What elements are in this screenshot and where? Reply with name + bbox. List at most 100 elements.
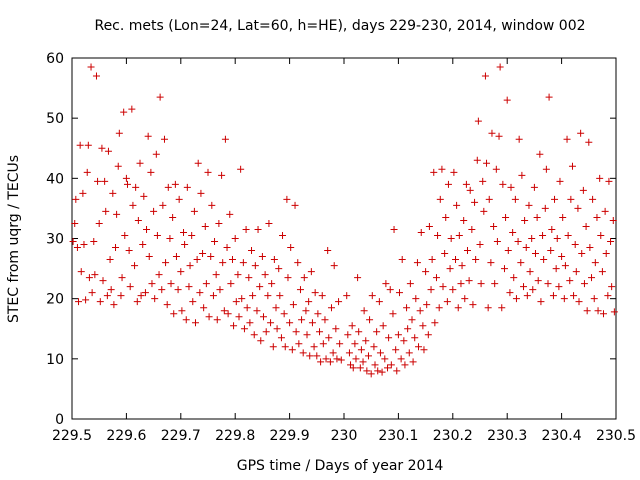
data-point: [473, 156, 481, 164]
data-point: [496, 63, 504, 71]
data-point: [284, 274, 292, 282]
data-point: [181, 241, 189, 249]
data-point: [73, 244, 81, 252]
data-point: [431, 319, 439, 327]
data-point: [559, 213, 567, 221]
data-point: [298, 316, 306, 324]
data-point: [583, 307, 591, 315]
data-point: [269, 343, 277, 351]
data-point: [314, 310, 322, 318]
data-point: [403, 304, 411, 312]
data-point: [193, 256, 201, 264]
data-point: [367, 370, 375, 378]
data-point: [446, 265, 454, 273]
data-point: [333, 355, 341, 363]
data-point: [359, 358, 367, 366]
data-point: [368, 292, 376, 300]
data-point: [602, 250, 610, 258]
data-point: [604, 292, 612, 300]
data-point: [376, 349, 384, 357]
data-point: [422, 268, 430, 276]
data-point: [275, 265, 283, 273]
data-point: [460, 216, 468, 224]
data-point: [349, 364, 357, 372]
data-point: [499, 180, 507, 188]
data-point: [522, 244, 530, 252]
data-point: [436, 195, 444, 203]
data-point: [509, 228, 517, 236]
data-point: [498, 304, 506, 312]
data-point: [589, 195, 597, 203]
data-point: [375, 298, 383, 306]
data-point: [113, 210, 121, 218]
data-point: [322, 355, 330, 363]
data-point: [457, 280, 465, 288]
data-point: [549, 292, 557, 300]
data-point: [487, 259, 495, 267]
data-point: [188, 231, 196, 239]
data-point: [506, 289, 514, 297]
data-point: [483, 159, 491, 167]
data-point: [215, 219, 223, 227]
data-point: [480, 207, 488, 215]
data-point: [404, 325, 412, 333]
data-point: [409, 358, 417, 366]
data-point: [491, 280, 499, 288]
data-point: [401, 361, 409, 369]
data-point: [476, 241, 484, 249]
data-point: [96, 298, 104, 306]
data-point: [566, 277, 574, 285]
data-point: [596, 174, 604, 182]
data-point: [221, 135, 229, 143]
data-point: [479, 177, 487, 185]
data-point: [189, 298, 197, 306]
data-point: [537, 298, 545, 306]
data-point: [90, 238, 98, 246]
data-point: [109, 189, 117, 197]
data-point: [288, 346, 296, 354]
data-point: [99, 277, 107, 285]
data-point: [240, 325, 248, 333]
data-point: [318, 292, 326, 300]
data-point: [121, 231, 129, 239]
data-point: [85, 274, 93, 282]
data-point: [250, 331, 258, 339]
data-point: [447, 235, 455, 242]
data-point: [133, 298, 141, 306]
data-point: [220, 307, 228, 315]
data-point: [185, 283, 193, 291]
data-point: [167, 280, 175, 288]
data-point: [580, 280, 588, 288]
x-tick-label: 229.7: [161, 428, 201, 444]
data-point: [235, 313, 243, 321]
data-point: [567, 195, 575, 203]
data-point: [305, 298, 313, 306]
data-point: [174, 286, 182, 294]
data-point: [104, 147, 112, 155]
data-point: [155, 271, 163, 279]
data-point: [279, 231, 287, 239]
data-point: [128, 105, 136, 113]
x-tick-label: 229.5: [52, 428, 92, 444]
data-point: [313, 352, 321, 360]
data-point: [88, 289, 96, 297]
data-point: [170, 310, 178, 318]
data-point: [355, 328, 363, 336]
data-point: [434, 231, 442, 239]
data-point: [110, 301, 118, 309]
data-point: [598, 268, 606, 276]
x-tick-label: 230.4: [542, 428, 582, 444]
data-point: [605, 177, 613, 185]
data-point: [311, 289, 319, 297]
data-point: [465, 277, 473, 285]
data-point: [514, 238, 522, 246]
data-point: [246, 319, 254, 327]
data-point: [126, 283, 134, 291]
data-point: [76, 141, 84, 149]
data-point: [528, 235, 536, 242]
data-point: [82, 296, 90, 304]
data-point: [77, 268, 85, 276]
data-point: [238, 295, 246, 303]
data-point: [575, 298, 583, 306]
data-point: [363, 367, 371, 375]
